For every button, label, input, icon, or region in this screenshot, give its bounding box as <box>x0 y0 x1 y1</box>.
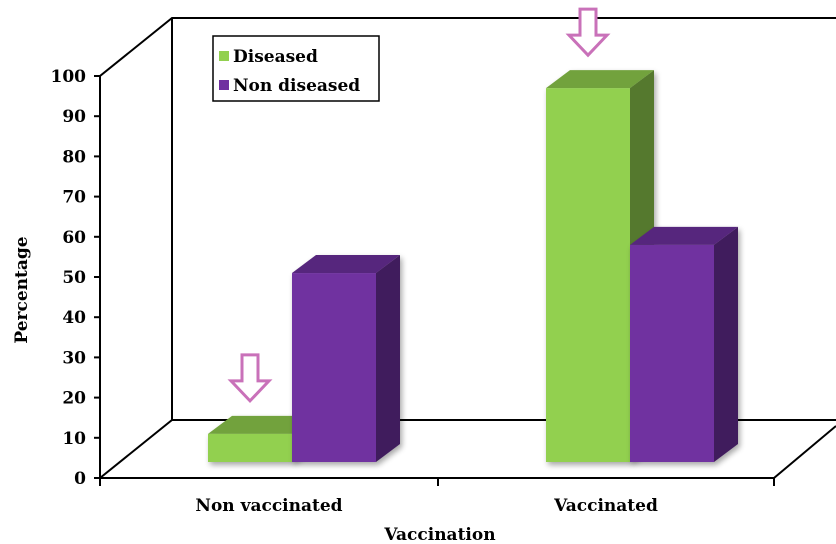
legend-label: Non diseased <box>233 76 360 96</box>
down-arrow-annotation <box>227 353 273 404</box>
y-tick-label: 20 <box>62 389 86 409</box>
legend-swatch <box>219 51 229 61</box>
bars <box>208 70 738 462</box>
y-tick-label: 100 <box>51 67 87 87</box>
y-tick-label: 10 <box>62 429 86 449</box>
y-tick-label: 70 <box>62 188 86 208</box>
y-tick-label: 0 <box>74 469 86 489</box>
bar-front <box>630 244 714 462</box>
bar-top <box>630 226 738 245</box>
bar <box>630 226 738 462</box>
bar <box>292 255 400 462</box>
legend-box <box>212 35 380 102</box>
axis-labels: Vaccination Percentage <box>12 236 496 544</box>
bar-top <box>546 70 654 89</box>
down-arrow-annotation <box>565 7 611 58</box>
y-tick-label: 80 <box>62 147 86 167</box>
legend: Diseased Non diseased <box>212 35 380 102</box>
bar-top <box>208 415 316 434</box>
y-tick-label: 40 <box>62 308 86 328</box>
y-axis-label: Percentage <box>12 236 32 343</box>
x-axis-label: Vaccination <box>383 525 495 544</box>
bar-front <box>292 273 376 462</box>
bar-side <box>714 226 738 462</box>
y-tick-label: 30 <box>62 348 86 368</box>
y-tick-label: 90 <box>62 107 86 127</box>
bar-front <box>546 88 630 462</box>
x-tick-label: Vaccinated <box>553 496 658 516</box>
legend-label: Diseased <box>233 47 318 67</box>
y-tick-label: 50 <box>62 268 86 288</box>
y-axis: 0 10 20 30 40 50 60 70 80 90 100 Non vaccinated Vacc… <box>51 67 775 516</box>
y-tick-label: 60 <box>62 228 86 248</box>
annotation-arrows <box>227 7 611 404</box>
bar-front <box>208 433 292 462</box>
x-tick-label: Non vaccinated <box>195 496 342 516</box>
bar-top <box>292 255 400 274</box>
bar-side <box>376 255 400 462</box>
legend-swatch <box>219 80 229 90</box>
